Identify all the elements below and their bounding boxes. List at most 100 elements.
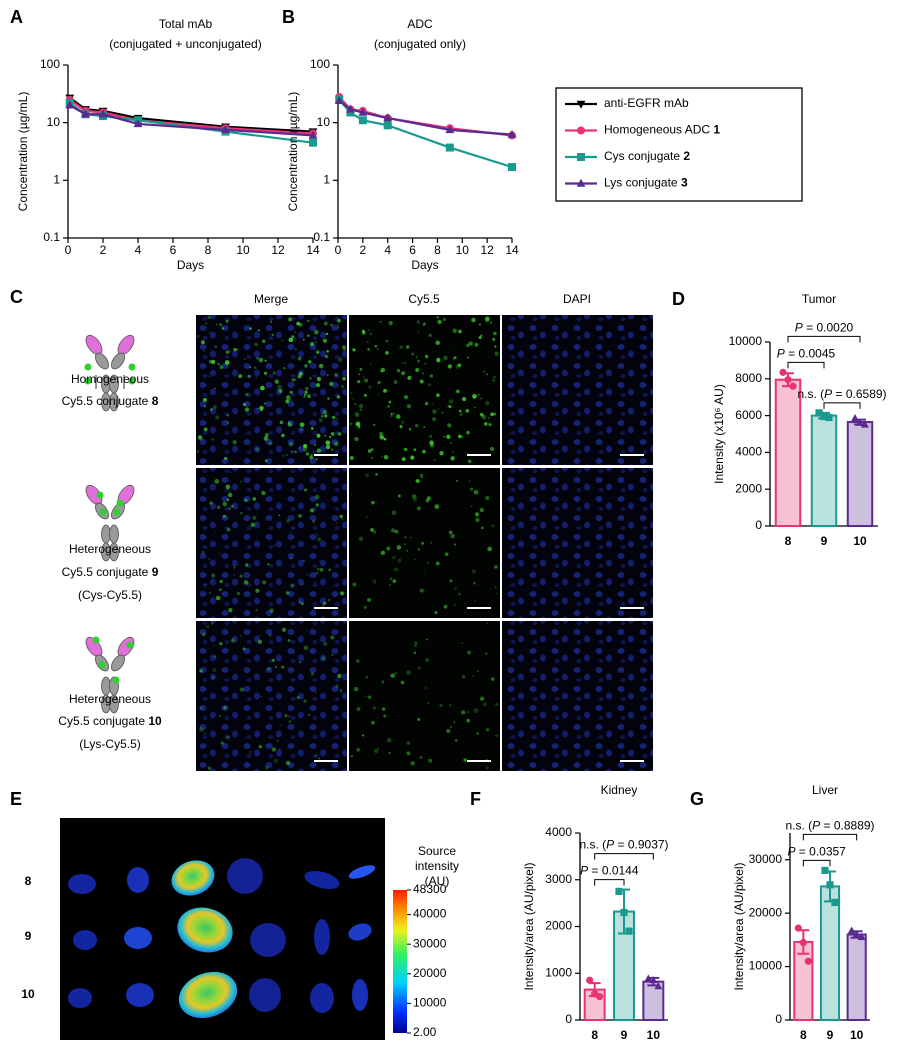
signal-speckle (298, 600, 302, 604)
signal-speckle (359, 408, 363, 412)
signal-speckle (459, 412, 464, 417)
signal-speckle (214, 387, 217, 390)
signal-speckle (468, 459, 472, 463)
signal-speckle (287, 639, 291, 643)
comparison-label: P = 0.0045 (777, 347, 836, 361)
signal-speckle (379, 320, 382, 323)
antibody-icon (82, 482, 138, 562)
signal-speckle (215, 595, 221, 601)
signal-speckle (276, 739, 280, 742)
signal-speckle (444, 552, 449, 556)
signal-speckle (430, 542, 433, 544)
signal-speckle (415, 367, 420, 372)
signal-speckle (401, 457, 406, 462)
signal-speckle (397, 494, 401, 498)
signal-speckle (470, 505, 473, 507)
micrograph-background (502, 621, 653, 771)
signal-speckle (321, 656, 326, 661)
signal-speckle (201, 550, 205, 555)
x-tick-label: 2 (100, 243, 107, 257)
signal-speckle (424, 362, 427, 365)
signal-speckle (414, 423, 419, 428)
signal-speckle (476, 670, 479, 673)
signal-speckle (417, 666, 421, 670)
signal-speckle (240, 634, 243, 637)
y-tick-label: 0.1 (43, 230, 60, 244)
signal-speckle (436, 315, 440, 319)
signal-speckle (417, 548, 420, 551)
signal-speckle (380, 367, 386, 373)
signal-speckle (281, 433, 285, 438)
signal-speckle (447, 423, 452, 428)
comparison-label: P = 0.0144 (580, 864, 639, 878)
signal-speckle (487, 546, 492, 552)
signal-speckle (476, 732, 479, 735)
micrograph (349, 621, 500, 771)
comparison-bracket (823, 402, 861, 409)
signal-speckle (369, 332, 373, 336)
y-tick-label: 4000 (545, 825, 572, 839)
signal-speckle (477, 393, 480, 396)
signal-speckle (424, 354, 429, 359)
signal-speckle (285, 399, 290, 404)
signal-speckle (388, 751, 391, 755)
row-label: Cy5.5 conjugate 9 (62, 565, 159, 579)
signal-speckle (304, 364, 308, 368)
colorbar-tick-label: 2.00 (413, 1025, 437, 1039)
signal-speckle (495, 702, 499, 707)
signal-speckle (288, 715, 291, 718)
signal-speckle (323, 641, 328, 646)
signal-speckle (333, 441, 339, 447)
micrograph-background (502, 468, 653, 618)
signal-speckle (480, 334, 483, 337)
signal-speckle (465, 408, 470, 413)
x-tick-label: 14 (505, 243, 519, 257)
signal-speckle (399, 345, 403, 349)
x-tick-label: 0 (65, 243, 72, 257)
signal-speckle (358, 373, 360, 376)
y-tick-label: 1 (53, 173, 60, 187)
signal-speckle (472, 394, 477, 399)
signal-speckle (330, 323, 333, 327)
signal-speckle (373, 531, 377, 534)
marker (625, 927, 633, 935)
signal-speckle (231, 504, 234, 508)
signal-speckle (439, 703, 443, 708)
signal-speckle (406, 751, 411, 756)
signal-speckle (466, 430, 470, 435)
signal-speckle (259, 405, 264, 411)
signal-speckle (454, 739, 458, 742)
panel-label: G (690, 789, 704, 809)
signal-speckle (406, 670, 411, 675)
signal-speckle (447, 404, 450, 408)
signal-speckle (494, 351, 499, 356)
signal-speckle (390, 528, 396, 533)
signal-speckle (316, 433, 321, 438)
signal-speckle (288, 421, 290, 424)
signal-speckle (339, 635, 342, 637)
signal-speckle (256, 357, 259, 360)
signal-speckle (452, 328, 457, 333)
signal-speckle (411, 494, 417, 499)
signal-speckle (291, 335, 295, 339)
signal-speckle (288, 317, 293, 322)
bar (846, 421, 874, 528)
signal-speckle (329, 381, 334, 386)
x-axis-label: Days (411, 258, 438, 272)
signal-speckle (317, 537, 322, 542)
micrograph (196, 315, 347, 465)
series-line (338, 96, 513, 137)
signal-speckle (466, 343, 470, 348)
y-tick-label: 2000 (735, 481, 762, 495)
signal-speckle (201, 438, 203, 441)
signal-speckle (264, 433, 269, 437)
comparison-bracket (787, 361, 825, 369)
marker (586, 976, 594, 984)
signal-speckle (247, 374, 251, 378)
signal-speckle (413, 651, 417, 655)
signal-speckle (480, 397, 483, 400)
signal-speckle (203, 732, 206, 735)
marker (309, 138, 317, 147)
signal-speckle (307, 394, 311, 399)
series-line (69, 104, 314, 137)
